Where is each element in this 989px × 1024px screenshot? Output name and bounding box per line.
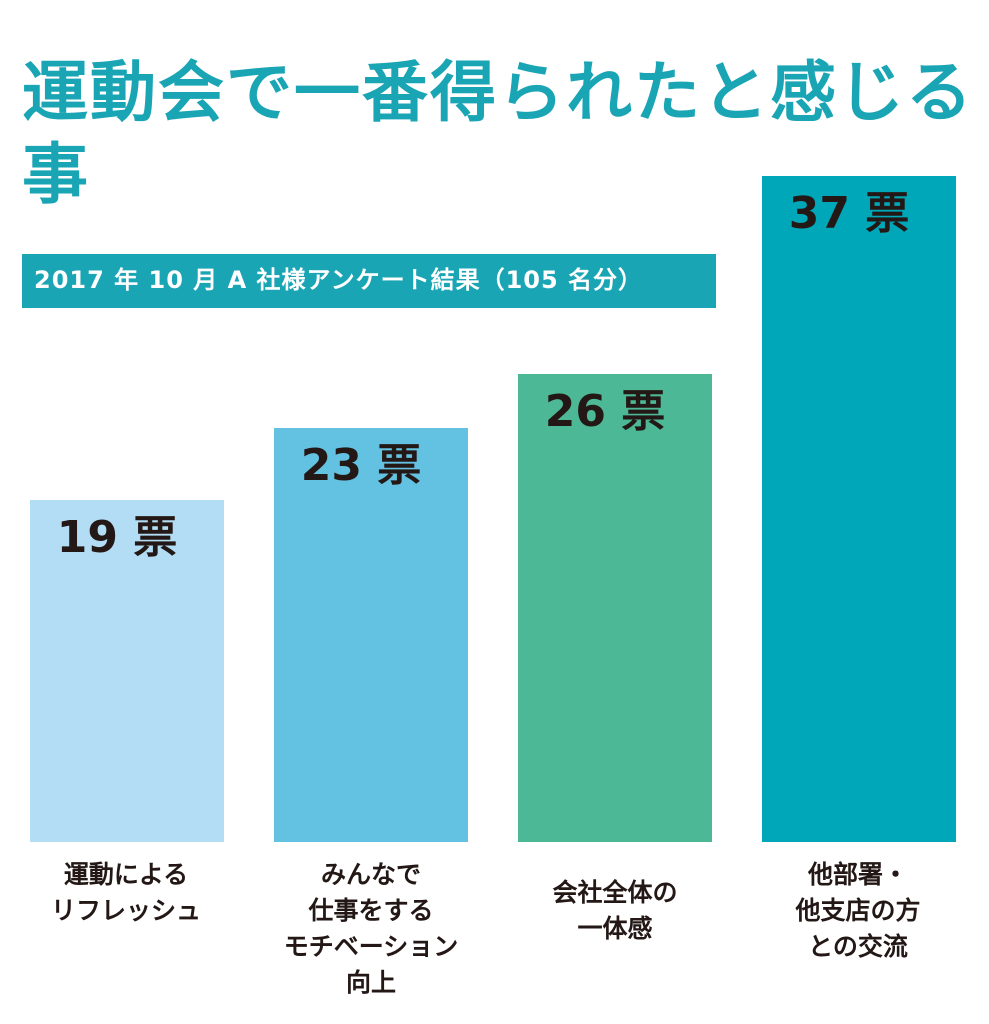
category-label-3: 会社全体の 一体感	[552, 878, 678, 943]
category-label-4: 他部署・ 他支店の方 との交流	[795, 860, 921, 961]
data-label-1: 19 票	[57, 512, 178, 563]
chart-title: 運動会で一番得られたと感じる事	[22, 54, 974, 213]
data-label-3: 26 票	[545, 386, 666, 437]
data-label-2: 23 票	[301, 440, 422, 491]
data-label-4: 37 票	[789, 188, 910, 239]
bar-1	[30, 500, 224, 842]
bar-4	[762, 176, 956, 842]
bar-2	[274, 428, 468, 842]
category-label-2: みんなで 仕事をする モチベーション 向上	[283, 860, 459, 997]
subtitle-banner: 2017 年 10 月 A 社様アンケート結果（105 名分）	[22, 254, 716, 308]
bar-3	[518, 374, 712, 842]
chart-subtitle: 2017 年 10 月 A 社様アンケート結果（105 名分）	[34, 266, 644, 294]
category-label-1: 運動による リフレッシュ	[50, 860, 201, 925]
